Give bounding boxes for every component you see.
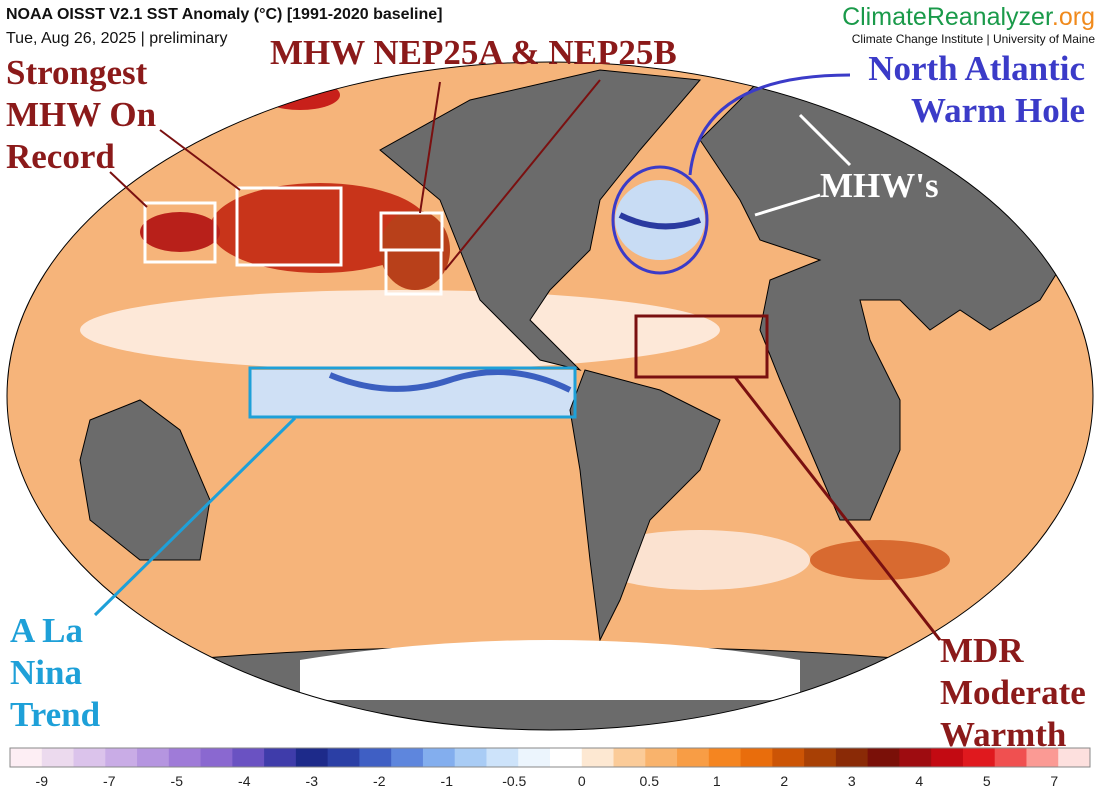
annotation-text: Record [6,137,115,176]
annotation-text: MHW NEP25A & NEP25B [270,33,677,72]
colorbar-segment [1026,748,1059,767]
colorbar-tick-label: -3 [306,773,319,789]
colorbar-segment [613,748,646,767]
colorbar-tick-label: -2 [373,773,386,789]
colorbar-segment [486,748,519,767]
colorbar-tick-label: 0 [578,773,586,789]
colorbar-segment [359,748,392,767]
colorbar-segment [740,748,773,767]
colorbar-segment [73,748,106,767]
annotation-text: Warm Hole [911,91,1085,130]
colorbar: -9-7-5-4-3-2-1-0.500.51234579 [9,747,1091,789]
colorbar-segment [1058,748,1091,767]
colorbar-tick-label: 1 [713,773,721,789]
colorbar-segment [962,748,996,767]
colorbar-segment [41,748,75,767]
colorbar-tick-label: -9 [36,773,49,789]
colorbar-tick-label: -0.5 [502,773,526,789]
colorbar-segment [391,748,424,767]
colorbar-tick-label: 5 [983,773,991,789]
colorbar-segment [168,748,202,767]
brand-main: ClimateReanalyzer [842,3,1053,31]
colorbar-segment [677,748,710,767]
colorbar-tick-label: 2 [780,773,788,789]
colorbar-tick-label: -1 [441,773,454,789]
annotation-text: MDR [940,631,1024,670]
colorbar-segment [264,748,297,767]
colorbar-tick-label: -5 [171,773,184,789]
brand[interactable]: ClimateReanalyzer.org [842,3,1095,31]
annotation-text: Strongest [6,53,148,92]
colorbar-segment [327,748,360,767]
colorbar-segment [10,748,43,767]
colorbar-segment [931,748,964,767]
colorbar-segment [105,748,138,767]
title: NOAA OISST V2.1 SST Anomaly (°C) [1991-2… [6,6,442,23]
colorbar-segment [518,748,551,767]
colorbar-segment [899,748,932,767]
colorbar-segment [708,748,742,767]
colorbar-tick-label: 0.5 [640,773,660,789]
colorbar-segment [867,748,900,767]
colorbar-tick-label: -4 [238,773,251,789]
colorbar-tick-label: 3 [848,773,856,789]
colorbar-segment [581,748,615,767]
annotation-text: A La [10,611,83,650]
annotation-text: MHW's [820,166,939,205]
colorbar-segment [645,748,678,767]
brand-subtitle: Climate Change Institute | University of… [852,32,1096,46]
colorbar-segment [804,748,837,767]
annotation-text: Moderate [940,673,1086,712]
annotation-text: Nina [10,653,82,692]
colorbar-segment [835,748,869,767]
colorbar-segment [550,748,583,767]
colorbar-frame [9,747,1091,768]
date: Tue, Aug 26, 2025 | preliminary [6,30,227,47]
colorbar-segment [232,748,265,767]
colorbar-segment [295,748,329,767]
brand-suffix: .org [1052,3,1095,31]
colorbar-segment [137,748,170,767]
colorbar-tick-label: 4 [915,773,923,789]
annotation-text: MHW On [6,95,156,134]
annotation-text: Trend [10,695,101,734]
colorbar-tick-label: -7 [103,773,116,789]
annotation-text: North Atlantic [868,49,1085,88]
colorbar-tick-label: 7 [1050,773,1058,789]
colorbar-segment [994,748,1027,767]
colorbar-segment [454,748,487,767]
colorbar-segment [422,748,456,767]
colorbar-segment [200,748,233,767]
annotation-shapes [93,73,942,641]
colorbar-segment [772,748,805,767]
